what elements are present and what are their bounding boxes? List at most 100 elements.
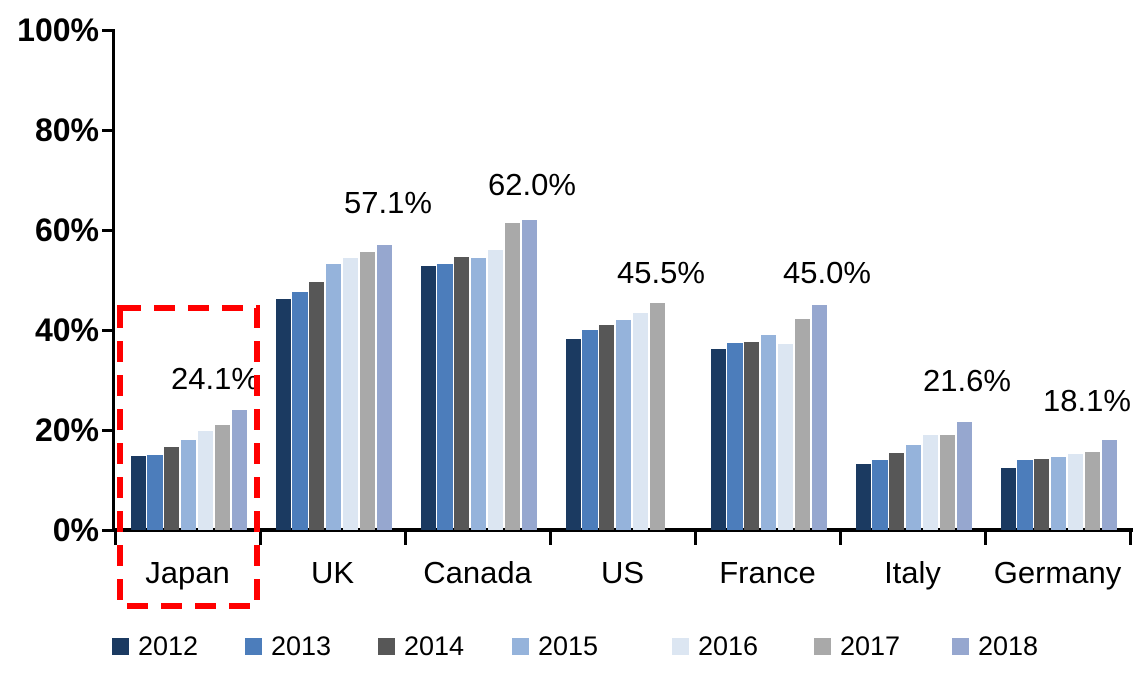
- bar-us-2017: [650, 302, 666, 530]
- y-tick-label: 80%: [34, 112, 99, 148]
- bar-france-2016: [778, 344, 794, 530]
- legend-swatch-icon: [952, 637, 969, 655]
- legend-label-2014: 2014: [404, 630, 465, 661]
- bar-japan-2015: [181, 440, 197, 530]
- bar-italy-2018: [956, 422, 973, 530]
- legend-label-2018: 2018: [978, 630, 1039, 661]
- y-tick: [102, 129, 115, 132]
- legend-item-2015: 2015: [512, 629, 598, 663]
- category-label-japan: Japan: [145, 555, 230, 590]
- y-tick: [102, 29, 115, 32]
- legend-item-2017: 2017: [814, 629, 900, 663]
- value-label-us: 45.5%: [617, 254, 705, 290]
- value-label-france: 45.0%: [783, 255, 871, 290]
- bar-germany-2014: [1034, 458, 1050, 530]
- value-label-japan: 24.1%: [171, 360, 259, 396]
- y-tick: [102, 529, 115, 532]
- value-label-canada: 62.0%: [488, 167, 576, 202]
- x-tick: [548, 532, 552, 545]
- legend-item-2016: 2016: [672, 629, 758, 663]
- bar-canada-2017: [505, 222, 521, 530]
- legend-swatch-icon: [672, 637, 689, 655]
- value-label-germany: 18.1%: [1043, 382, 1131, 418]
- bar-uk-2018: [376, 244, 393, 530]
- legend-swatch-icon: [378, 637, 395, 655]
- legend-label-2013: 2013: [271, 630, 332, 661]
- bar-canada-2014: [454, 256, 470, 530]
- value-label-uk: 57.1%: [344, 184, 432, 220]
- y-tick-label: 0%: [52, 512, 99, 548]
- category-label-us: US: [600, 555, 645, 590]
- bar-us-2013: [582, 329, 598, 530]
- category-label-italy: Italy: [884, 555, 941, 590]
- bar-us-2014: [599, 325, 615, 530]
- y-tick-label: 20%: [34, 412, 99, 448]
- bar-germany-2016: [1068, 453, 1084, 530]
- legend-item-2018: 2018: [952, 629, 1038, 663]
- x-tick: [403, 532, 407, 545]
- y-axis-line: [112, 30, 115, 532]
- bar-germany-2015: [1051, 456, 1067, 530]
- legend-swatch-icon: [512, 637, 529, 655]
- category-label-france: France: [719, 555, 816, 590]
- bar-japan-2018: [231, 409, 248, 530]
- bar-germany-2017: [1085, 451, 1101, 530]
- legend-swatch-icon: [112, 637, 129, 655]
- bar-canada-2013: [437, 263, 453, 530]
- bar-france-2013: [727, 342, 743, 530]
- y-tick: [102, 429, 115, 432]
- bar-italy-2015: [906, 445, 922, 530]
- bar-canada-2015: [471, 258, 487, 530]
- bar-italy-2017: [940, 434, 956, 530]
- x-tick: [983, 532, 987, 545]
- bar-us-2016: [633, 312, 649, 530]
- bar-uk-2017: [360, 252, 376, 530]
- bar-japan-2016: [198, 431, 214, 530]
- y-tick-label: 60%: [34, 212, 99, 248]
- legend-label-2017: 2017: [840, 630, 901, 661]
- value-label-italy: 21.6%: [923, 363, 1011, 398]
- y-tick-label: 40%: [34, 312, 99, 348]
- x-tick: [838, 532, 842, 545]
- y-tick-label: 100%: [17, 12, 99, 48]
- x-tick: [1128, 532, 1132, 545]
- bar-canada-2018: [521, 220, 538, 530]
- bar-canada-2016: [488, 250, 504, 530]
- category-label-canada: Canada: [423, 555, 532, 590]
- legend-label-2015: 2015: [538, 630, 599, 661]
- legend-item-2013: 2013: [245, 629, 331, 663]
- bar-italy-2014: [889, 452, 905, 530]
- bar-italy-2016: [923, 435, 939, 530]
- bar-uk-2016: [343, 258, 359, 530]
- bar-japan-2012: [130, 456, 146, 530]
- legend-swatch-icon: [814, 637, 831, 655]
- bar-uk-2013: [292, 292, 308, 530]
- legend-label-2016: 2016: [698, 630, 759, 661]
- x-tick: [258, 532, 262, 545]
- legend-swatch-icon: [245, 637, 262, 655]
- bar-germany-2013: [1017, 460, 1033, 530]
- legend-item-2012: 2012: [112, 629, 198, 663]
- x-tick: [113, 532, 117, 545]
- bar-france-2012: [710, 348, 726, 530]
- bar-us-2015: [616, 319, 632, 530]
- bar-germany-2018: [1101, 439, 1118, 530]
- bar-uk-2014: [309, 281, 325, 530]
- bar-italy-2013: [872, 459, 888, 530]
- bar-uk-2015: [326, 264, 342, 530]
- bar-france-2014: [744, 342, 760, 530]
- bar-japan-2013: [147, 455, 163, 530]
- bar-canada-2012: [420, 265, 436, 530]
- bar-japan-2014: [164, 447, 180, 530]
- category-label-germany: Germany: [993, 555, 1122, 590]
- bar-uk-2012: [275, 299, 291, 530]
- bar-japan-2017: [215, 425, 231, 530]
- bar-france-2018: [811, 305, 828, 530]
- y-tick: [102, 329, 115, 332]
- bar-italy-2012: [855, 463, 871, 530]
- x-axis-line: [112, 528, 1133, 532]
- category-label-uk: UK: [310, 555, 355, 590]
- y-tick: [102, 229, 115, 232]
- legend-item-2014: 2014: [378, 629, 464, 663]
